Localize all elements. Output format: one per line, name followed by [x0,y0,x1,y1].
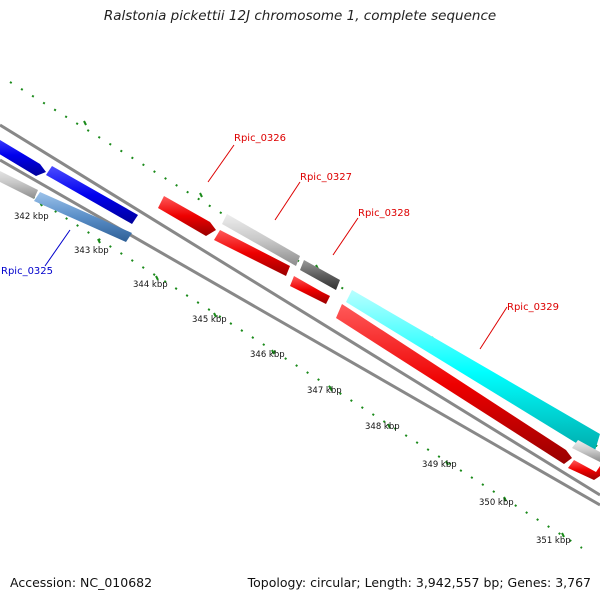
gene-labels[interactable]: Rpic_0325 Rpic_0326 Rpic_0327 Rpic_0328 … [1,133,559,313]
kbp-label: 344 kbp [133,280,168,290]
kbp-label: 342 kbp [14,212,49,222]
inner-tick-track [0,175,583,549]
map-title: Ralstonia pickettii 12J chromosome 1, co… [103,8,497,24]
gene-label-rpic-0328[interactable]: Rpic_0328 [358,208,410,219]
kbp-label: 345 kbp [192,315,227,325]
kbp-label: 346 kbp [250,350,285,360]
gene-label-rpic-0327[interactable]: Rpic_0327 [300,172,352,183]
gene-rpic-0325-forward[interactable] [0,134,138,224]
gene-rpic-0329[interactable] [346,290,600,462]
kbp-label: 349 kbp [422,460,457,470]
gene-rpic-0328-reverse[interactable] [290,276,330,304]
gene-rpic-0326[interactable] [158,196,216,236]
kbp-label: 351 kbp [536,536,571,546]
gene-label-rpic-0325[interactable]: Rpic_0325 [1,266,53,277]
backbone [0,123,600,507]
accession-text: Accession: NC_010682 [10,575,153,590]
kbp-label: 348 kbp [365,422,400,432]
kbp-label: 350 kbp [479,498,514,508]
gene-rpic-0325-reverse[interactable] [0,166,132,242]
gene-rpic-0329-reverse[interactable] [336,304,600,480]
gene-label-rpic-0329[interactable]: Rpic_0329 [507,302,559,313]
gene-features[interactable] [0,134,600,480]
kbp-label: 347 kbp [307,386,342,396]
gene-rpic-0327[interactable] [222,214,300,266]
gene-rpic-0326-reverse[interactable] [214,230,290,276]
gene-label-rpic-0326[interactable]: Rpic_0326 [234,133,286,144]
gene-rpic-0328[interactable] [300,260,340,290]
topology-summary: Topology: circular; Length: 3,942,557 bp… [247,575,591,590]
kbp-labels: 342 kbp 343 kbp 344 kbp 345 kbp 346 kbp … [14,212,571,546]
kbp-label: 343 kbp [74,246,109,256]
major-ticks [39,120,565,538]
label-connectors [44,144,508,350]
